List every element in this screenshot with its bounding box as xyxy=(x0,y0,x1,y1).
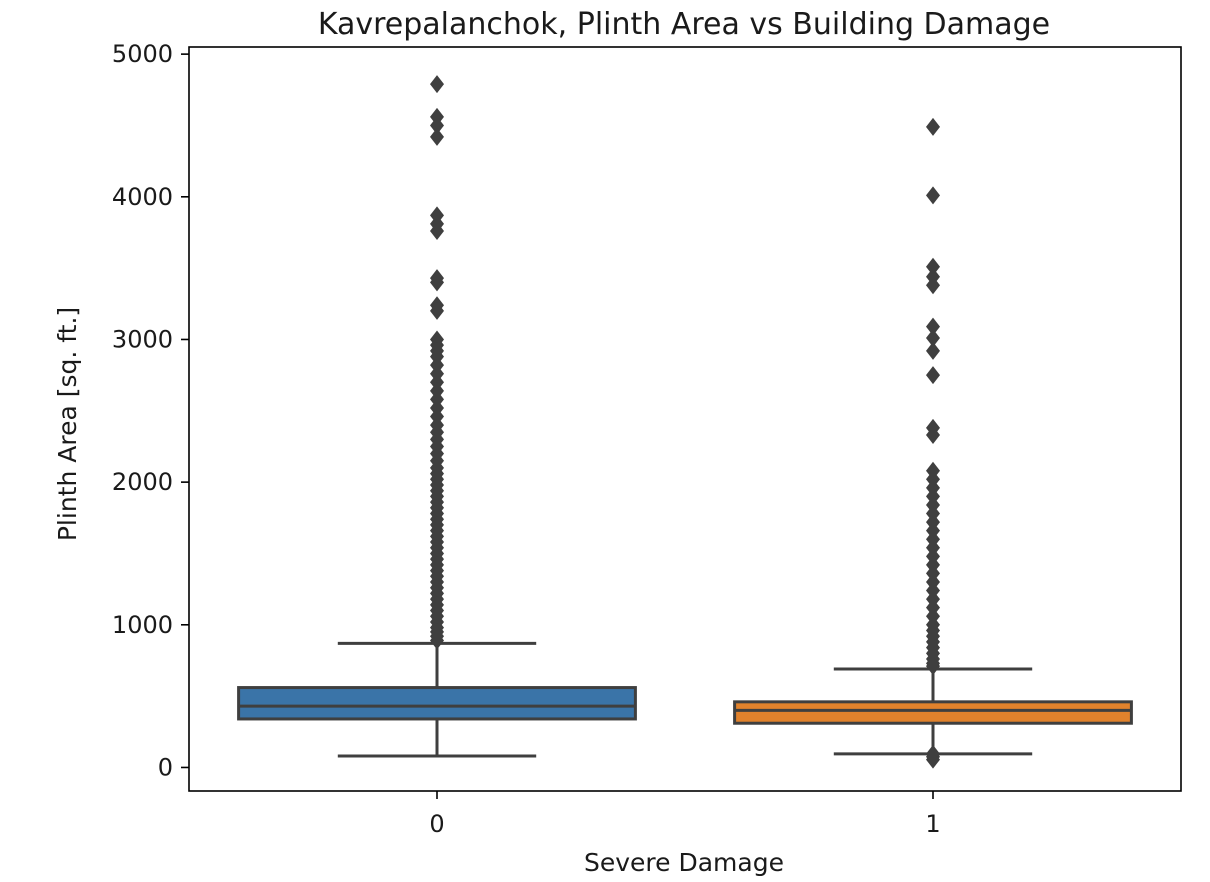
outlier-point xyxy=(430,631,444,650)
outlier-point xyxy=(926,317,940,336)
outlier-point xyxy=(430,222,444,241)
y-tick-label: 0 xyxy=(158,753,173,781)
iqr-box xyxy=(733,700,1133,725)
y-tick-label: 3000 xyxy=(112,325,173,353)
chart-title: Kavrepalanchok, Plinth Area vs Building … xyxy=(318,7,1050,42)
iqr-box xyxy=(237,686,637,721)
outlier-point xyxy=(926,117,940,136)
outlier-point xyxy=(926,257,940,276)
y-axis-label: Plinth Area [sq. ft.] xyxy=(53,307,82,541)
box-group-0 xyxy=(237,75,637,758)
outlier-point xyxy=(430,116,444,135)
plot-frame xyxy=(188,46,1182,792)
y-tick-label: 4000 xyxy=(112,183,173,211)
outlier-point xyxy=(926,186,940,205)
outlier-point xyxy=(926,276,940,295)
outlier-point xyxy=(430,75,444,94)
outlier-point xyxy=(926,657,940,676)
x-axis-label: Severe Damage xyxy=(584,848,784,877)
y-tick-label: 5000 xyxy=(112,40,173,68)
y-tick-label: 2000 xyxy=(112,468,173,496)
outlier-point xyxy=(926,750,940,769)
outlier-point xyxy=(926,366,940,385)
outlier-point xyxy=(926,341,940,360)
y-tick-label: 1000 xyxy=(112,611,173,639)
x-tick-label: 1 xyxy=(925,810,940,838)
outlier-point xyxy=(430,127,444,146)
outlier-point xyxy=(430,301,444,320)
x-tick-label: 0 xyxy=(429,810,444,838)
box-group-1 xyxy=(733,117,1133,769)
plot-area xyxy=(237,75,1133,769)
outlier-point xyxy=(430,273,444,292)
outlier-point xyxy=(926,426,940,445)
outlier-point xyxy=(926,329,940,348)
